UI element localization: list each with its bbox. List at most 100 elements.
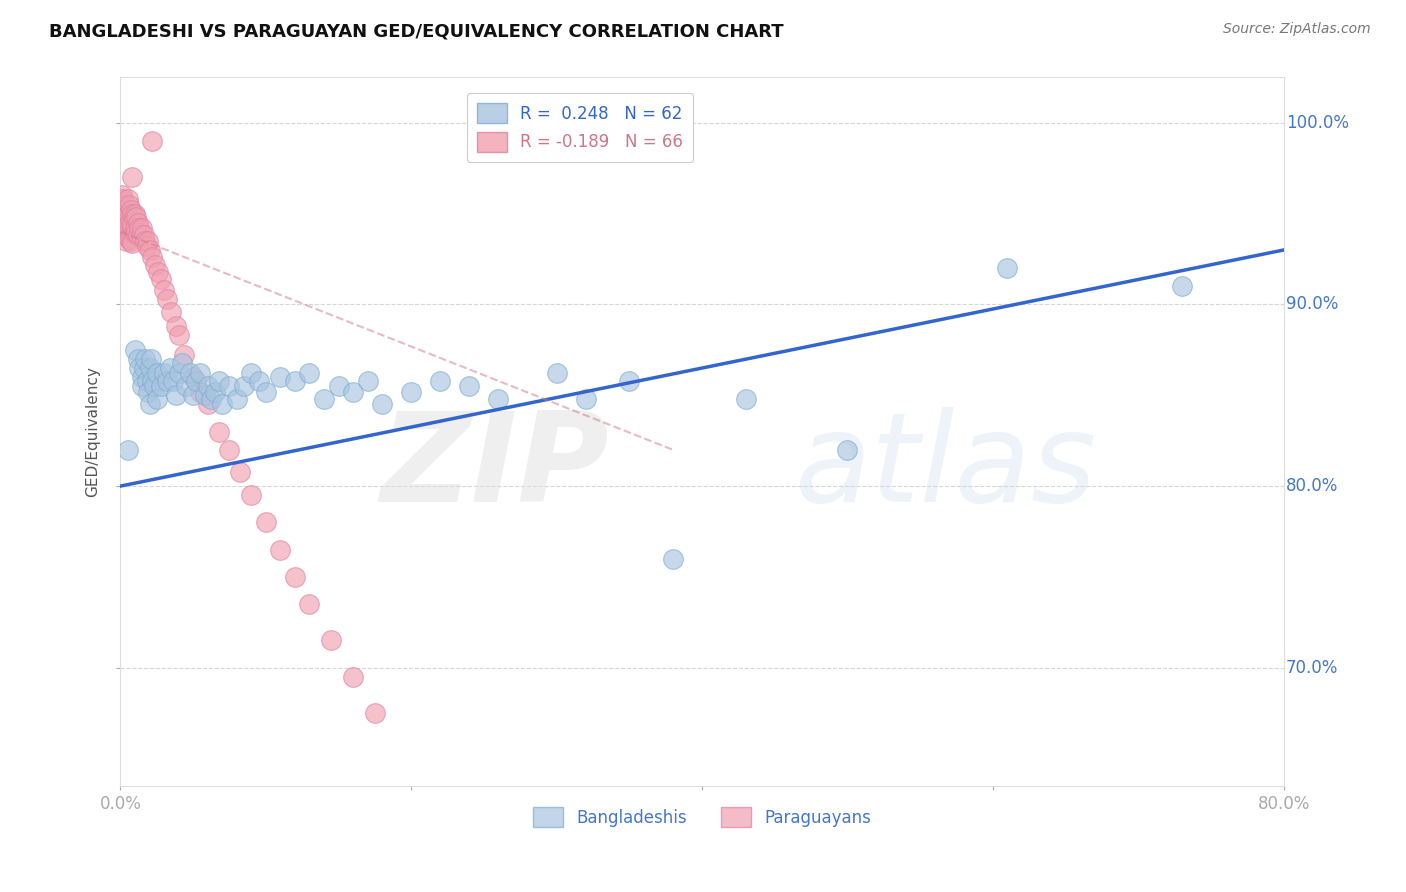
Point: [120, 202, 142, 217]
Point: [121, 219, 143, 234]
Point: [120, 234, 142, 248]
Point: [160, 304, 183, 318]
Point: [127, 216, 149, 230]
Point: [342, 670, 364, 684]
Point: [458, 379, 481, 393]
Point: [546, 367, 568, 381]
Text: atlas: atlas: [796, 407, 1097, 527]
Point: [208, 425, 231, 439]
Point: [208, 374, 231, 388]
Point: [114, 197, 136, 211]
Point: [120, 216, 142, 230]
Point: [138, 361, 160, 376]
Point: [121, 170, 143, 185]
Point: [165, 319, 187, 334]
Point: [170, 355, 193, 369]
Point: [114, 228, 136, 243]
Point: [173, 348, 195, 362]
Point: [204, 384, 226, 399]
Point: [575, 392, 598, 406]
Point: [128, 361, 150, 376]
Point: [118, 216, 141, 230]
Point: [132, 228, 155, 243]
Point: [371, 397, 394, 411]
Point: [148, 265, 170, 279]
Point: [995, 261, 1018, 276]
Point: [115, 234, 138, 248]
Point: [122, 225, 145, 239]
Point: [837, 442, 859, 457]
Point: [143, 258, 166, 272]
Point: [184, 374, 207, 388]
Point: [127, 351, 149, 366]
Point: [110, 197, 132, 211]
Point: [111, 188, 134, 202]
Point: [156, 374, 179, 388]
Point: [179, 367, 201, 381]
Point: [734, 392, 756, 406]
Point: [488, 392, 510, 406]
Point: [117, 442, 139, 457]
Point: [111, 207, 134, 221]
Text: BANGLADESHI VS PARAGUAYAN GED/EQUIVALENCY CORRELATION CHART: BANGLADESHI VS PARAGUAYAN GED/EQUIVALENC…: [49, 22, 783, 40]
Point: [135, 239, 157, 253]
Point: [218, 442, 240, 457]
Point: [121, 235, 143, 250]
Point: [269, 370, 291, 384]
Point: [190, 367, 212, 381]
Point: [321, 633, 343, 648]
Point: [150, 272, 173, 286]
Point: [135, 374, 157, 388]
Point: [429, 374, 451, 388]
Text: 90.0%: 90.0%: [1286, 295, 1339, 313]
Point: [121, 207, 143, 221]
Text: Source: ZipAtlas.com: Source: ZipAtlas.com: [1223, 22, 1371, 37]
Point: [284, 374, 307, 388]
Point: [364, 706, 387, 720]
Point: [129, 228, 152, 243]
Point: [141, 134, 163, 148]
Point: [142, 379, 165, 393]
Point: [138, 397, 160, 411]
Point: [117, 221, 139, 235]
Text: 80.0%: 80.0%: [1286, 477, 1339, 495]
Point: [150, 379, 173, 393]
Point: [134, 234, 156, 248]
Point: [167, 367, 190, 381]
Point: [124, 343, 146, 357]
Point: [240, 488, 263, 502]
Point: [118, 197, 141, 211]
Point: [167, 328, 190, 343]
Point: [112, 225, 135, 239]
Point: [141, 374, 163, 388]
Point: [254, 384, 277, 399]
Text: 70.0%: 70.0%: [1286, 658, 1339, 677]
Point: [228, 465, 250, 479]
Point: [225, 392, 247, 406]
Point: [124, 221, 146, 235]
Point: [197, 379, 219, 393]
Point: [162, 374, 184, 388]
Point: [115, 202, 138, 217]
Point: [136, 234, 159, 248]
Point: [165, 388, 187, 402]
Point: [174, 379, 197, 393]
Point: [132, 361, 155, 376]
Point: [136, 384, 159, 399]
Point: [200, 392, 222, 406]
Point: [190, 384, 212, 399]
Point: [122, 211, 145, 225]
Point: [233, 379, 256, 393]
Point: [181, 388, 204, 402]
Point: [328, 379, 350, 393]
Point: [127, 228, 149, 243]
Point: [662, 551, 685, 566]
Point: [146, 367, 169, 381]
Point: [131, 221, 153, 235]
Point: [254, 516, 277, 530]
Point: [125, 225, 148, 239]
Point: [156, 292, 179, 306]
Point: [181, 370, 204, 384]
Point: [619, 374, 641, 388]
Point: [118, 232, 141, 246]
